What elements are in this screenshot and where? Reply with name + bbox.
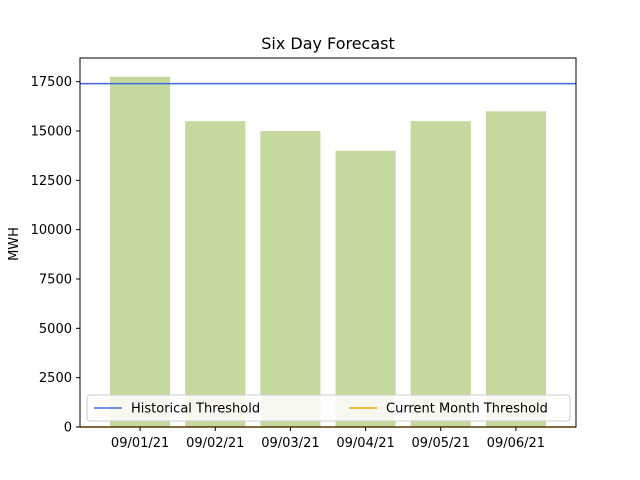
bar-09-02-21 xyxy=(185,121,246,428)
y-tick-label-10000: 10000 xyxy=(31,223,72,238)
x-tick-label-3: 09/04/21 xyxy=(336,436,394,451)
y-tick-label-12500: 12500 xyxy=(31,174,72,189)
chart-title: Six Day Forecast xyxy=(261,34,395,53)
bar-09-06-21 xyxy=(485,111,546,427)
y-tick-label-7500: 7500 xyxy=(39,273,72,288)
x-tick-label-1: 09/02/21 xyxy=(186,436,244,451)
legend-box xyxy=(86,394,571,422)
bar-09-01-21 xyxy=(110,76,171,428)
legend-label-0: Historical Threshold xyxy=(131,402,260,417)
y-tick-label-17500: 17500 xyxy=(31,75,72,90)
y-tick-label-2500: 2500 xyxy=(39,371,72,386)
y-tick-label-15000: 15000 xyxy=(31,125,72,140)
bar-09-04-21 xyxy=(335,150,396,427)
legend: Historical Threshold Current Month Thresh… xyxy=(86,394,571,422)
bars-group xyxy=(110,76,546,428)
bar-09-05-21 xyxy=(410,121,471,428)
axes-group: 0 2500 5000 7500 10000 12500 15000 17500 09/01/2… xyxy=(31,57,577,451)
x-tick-label-2: 09/03/21 xyxy=(261,436,319,451)
x-tick-label-0: 09/01/21 xyxy=(111,436,169,451)
y-tick-label-5000: 5000 xyxy=(39,322,72,337)
bar-09-03-21 xyxy=(260,131,321,428)
x-tick-label-5: 09/06/21 xyxy=(487,436,545,451)
plot-frame xyxy=(79,57,577,428)
x-tick-label-4: 09/05/21 xyxy=(412,436,470,451)
legend-label-1: Current Month Threshold xyxy=(386,402,548,417)
y-axis-label: MWH xyxy=(7,227,22,261)
y-tick-label-0: 0 xyxy=(64,421,72,436)
